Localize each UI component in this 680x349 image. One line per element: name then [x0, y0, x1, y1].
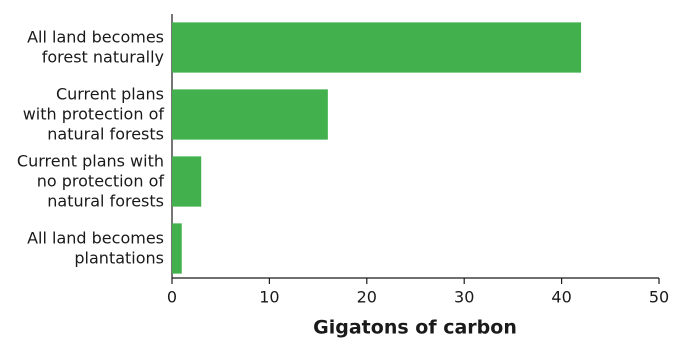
y-tick-label: Current plans with protection of natural f… — [23, 84, 165, 143]
bar — [172, 89, 328, 140]
bar — [172, 223, 182, 274]
y-tick-label-line: plantations — [74, 248, 164, 267]
y-tick-label-line: forest naturally — [42, 47, 164, 66]
y-tick-label-line: natural forests — [47, 124, 164, 143]
bar — [172, 156, 202, 207]
y-tick-label-line: Current plans with — [17, 151, 164, 170]
x-tick-label: 20 — [357, 288, 377, 307]
y-tick-label-line: Current plans — [56, 84, 164, 103]
y-tick-label-line: All land becomes — [27, 27, 164, 46]
x-tick-label: 0 — [167, 288, 177, 307]
x-tick-label: 10 — [259, 288, 279, 307]
y-tick-label-line: natural forests — [47, 191, 164, 210]
x-tick-label: 30 — [454, 288, 474, 307]
y-tick-label: Current plans with no protection of natura… — [17, 151, 164, 210]
x-tick-label: 40 — [551, 288, 571, 307]
y-tick-label: All land becomes plantations — [27, 228, 164, 267]
x-axis-title: Gigatons of carbon — [313, 317, 517, 339]
bar — [172, 22, 582, 73]
y-tick-label-line: no protection of — [37, 171, 165, 190]
y-tick-label: All land becomes forest naturally — [27, 27, 164, 66]
x-tick-label: 50 — [649, 288, 669, 307]
y-tick-label-line: with protection of — [23, 104, 165, 123]
y-tick-label-line: All land becomes — [27, 228, 164, 247]
